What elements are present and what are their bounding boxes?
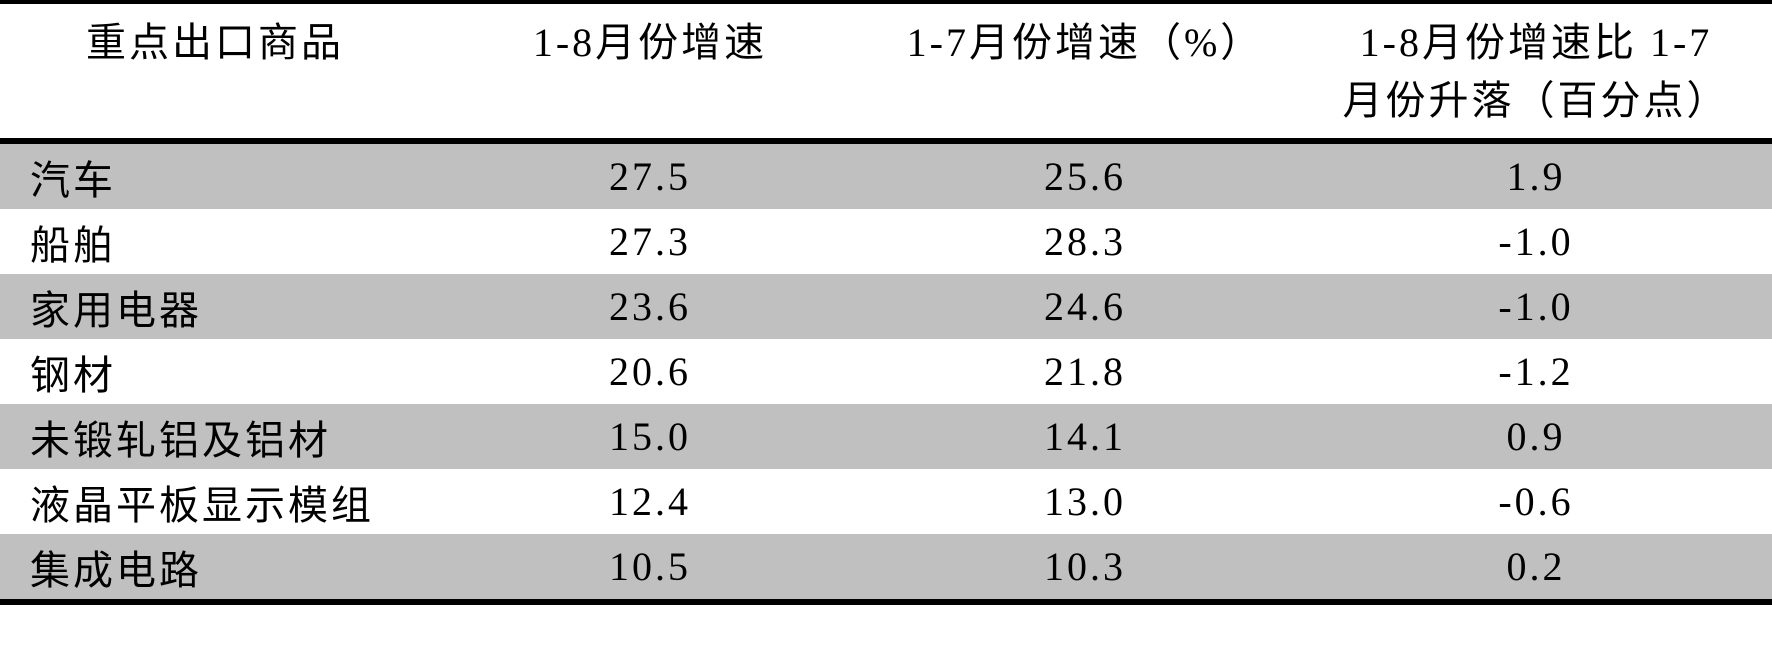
- commodity-name: 船舶: [30, 222, 116, 268]
- cell-change: -1.0: [1498, 284, 1574, 329]
- cell-change: -0.6: [1498, 479, 1574, 524]
- cell-change: 0.2: [1300, 534, 1772, 605]
- cell-growth-1-8: 20.6: [609, 349, 691, 394]
- table-row: 集成电路 10.5 10.3 0.2: [0, 534, 1772, 605]
- cell-growth-1-7: 13.0: [1044, 479, 1126, 524]
- header-change: 1-8月份增速比 1-7 月份升落（百分点）: [1300, 2, 1772, 144]
- cell-growth-1-7: 21.8: [1044, 349, 1126, 394]
- cell-change: -1.0: [1498, 219, 1574, 264]
- table-row: 液晶平板显示模组 12.4 13.0 -0.6: [0, 469, 1772, 534]
- commodity-name: 钢材: [30, 352, 116, 398]
- cell-growth-1-8: 15.0: [609, 414, 691, 459]
- header-row: 重点出口商品 1-8月份增速 1-7月份增速（%） 1-8月份增速比 1-7 月…: [0, 2, 1772, 144]
- cell-growth-1-8: 10.5: [430, 534, 870, 605]
- table-row: 钢材 20.6 21.8 -1.2: [0, 339, 1772, 404]
- cell-growth-1-8: 23.6: [609, 284, 691, 329]
- table-row: 未锻轧铝及铝材 15.0 14.1 0.9: [0, 404, 1772, 469]
- cell-change: 0.9: [1506, 414, 1566, 459]
- cell-growth-1-8: 12.4: [609, 479, 691, 524]
- cell-growth-1-7: 10.3: [870, 534, 1300, 605]
- cell-growth-1-7: 28.3: [1044, 219, 1126, 264]
- table-row: 汽车 27.5 25.6 1.9: [0, 141, 1772, 209]
- commodity-name: 未锻轧铝及铝材: [30, 417, 331, 463]
- cell-growth-1-8: 27.3: [609, 219, 691, 264]
- key-export-commodities-table: 重点出口商品 1-8月份增速 1-7月份增速（%） 1-8月份增速比 1-7 月…: [0, 0, 1772, 605]
- commodity-name: 汽车: [30, 157, 116, 203]
- header-change-line2: 月份升落（百分点）: [1342, 78, 1730, 123]
- table-header: 重点出口商品 1-8月份增速 1-7月份增速（%） 1-8月份增速比 1-7 月…: [0, 2, 1772, 144]
- cell-change: -1.2: [1498, 349, 1574, 394]
- cell-growth-1-8: 27.5: [609, 154, 691, 199]
- header-change-line1: 1-8月份增速比 1-7: [1359, 20, 1713, 65]
- table-body: 汽车 27.5 25.6 1.9 船舶 27.3 28.3 -1.0 家用电器 …: [0, 141, 1772, 605]
- cell-growth-1-7: 24.6: [1044, 284, 1126, 329]
- cell-growth-1-7: 25.6: [1044, 154, 1126, 199]
- table-row: 船舶 27.3 28.3 -1.0: [0, 209, 1772, 274]
- cell-growth-1-7: 14.1: [1044, 414, 1126, 459]
- commodity-name: 集成电路: [0, 534, 430, 605]
- header-growth-1-7: 1-7月份增速（%）: [870, 2, 1300, 144]
- commodity-name: 液晶平板显示模组: [30, 482, 374, 528]
- table-row: 家用电器 23.6 24.6 -1.0: [0, 274, 1772, 339]
- cell-change: 1.9: [1506, 154, 1566, 199]
- commodity-name: 家用电器: [30, 287, 202, 333]
- header-commodity: 重点出口商品: [0, 2, 430, 144]
- header-growth-1-8: 1-8月份增速: [430, 2, 870, 144]
- document-table-region: 重点出口商品 1-8月份增速 1-7月份增速（%） 1-8月份增速比 1-7 月…: [0, 0, 1772, 605]
